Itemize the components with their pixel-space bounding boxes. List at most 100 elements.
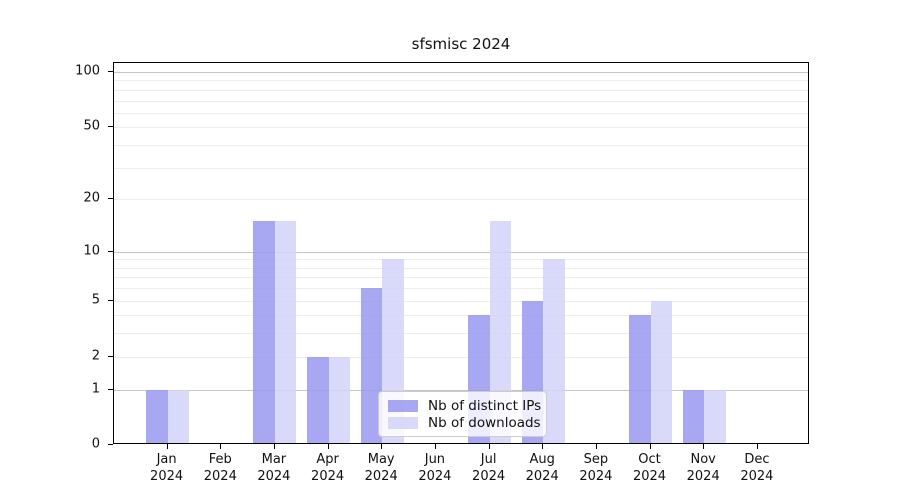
gridline-major — [114, 251, 808, 253]
y-tick — [108, 388, 113, 390]
x-tick-label-month: Jan — [156, 452, 177, 467]
y-tick — [108, 71, 113, 72]
x-tick-label-year: 2024 — [686, 469, 720, 484]
bar-distinct-ips-jan — [146, 389, 168, 443]
bar-downloads-aug — [543, 259, 565, 443]
plot-area: Nb of distinct IPs Nb of downloads — [113, 62, 809, 444]
x-tick — [488, 444, 490, 449]
x-tick-label-month: Dec — [744, 452, 770, 467]
x-tick-label: Jan 2024 — [140, 451, 194, 485]
legend-item-downloads: Nb of downloads — [388, 414, 541, 431]
legend-label-downloads: Nb of downloads — [428, 414, 541, 431]
x-tick-label-year: 2024 — [472, 469, 506, 484]
gridline-major — [114, 72, 808, 73]
gridline-minor — [114, 300, 808, 302]
y-tick-label: 50 — [83, 118, 100, 134]
x-tick-label-month: Nov — [690, 452, 716, 467]
x-tick-label: Jun 2024 — [408, 451, 462, 485]
x-tick-label: Apr 2024 — [301, 451, 355, 485]
legend-swatch-distinct-ips — [388, 399, 418, 412]
y-tick — [108, 299, 113, 301]
x-tick-label-month: Feb — [208, 452, 232, 467]
x-tick-label-month: Jun — [424, 452, 446, 467]
y-tick — [108, 444, 113, 445]
gridline-minor — [114, 100, 808, 102]
x-tick-label: Sep 2024 — [569, 451, 623, 485]
x-tick-label-month: Jul — [480, 452, 497, 467]
x-tick-label-year: 2024 — [203, 469, 237, 484]
x-tick — [166, 444, 168, 449]
y-tick — [108, 198, 113, 200]
gridline-minor — [114, 80, 808, 82]
gridline-minor — [114, 112, 808, 114]
x-tick — [595, 444, 597, 449]
x-tick-label-year: 2024 — [364, 469, 398, 484]
bar-distinct-ips-may — [360, 288, 383, 443]
gridline-minor — [114, 356, 808, 358]
x-tick-label-year: 2024 — [525, 469, 559, 484]
x-tick — [327, 444, 329, 449]
x-tick-label-year: 2024 — [418, 469, 452, 484]
y-tick — [108, 250, 113, 252]
bar-distinct-ips-oct — [629, 315, 651, 443]
x-tick — [273, 444, 275, 449]
x-tick-label-month: Sep — [583, 452, 609, 467]
x-tick-label-month: Oct — [638, 452, 661, 467]
gridline-minor — [114, 259, 808, 261]
gridline-major — [114, 389, 808, 391]
x-tick-label-year: 2024 — [311, 469, 345, 484]
x-tick-label-month: Apr — [316, 452, 339, 467]
x-tick — [434, 444, 436, 449]
x-tick-label-year: 2024 — [579, 469, 613, 484]
x-tick — [756, 444, 758, 449]
bar-downloads-jan — [167, 389, 190, 443]
bar-distinct-ips-nov — [682, 389, 705, 443]
bar-downloads-apr — [328, 356, 351, 443]
x-tick-label-year: 2024 — [740, 469, 774, 484]
x-tick-label: Dec 2024 — [730, 451, 784, 485]
bar-downloads-jul — [489, 221, 512, 443]
x-tick — [220, 444, 222, 449]
chart-title: sfsmisc 2024 — [411, 35, 511, 53]
gridline-minor — [114, 127, 808, 129]
legend: Nb of distinct IPs Nb of downloads — [378, 391, 547, 437]
x-tick-label: Oct 2024 — [623, 451, 677, 485]
x-tick-label: Jul 2024 — [462, 451, 516, 485]
gridline-minor — [114, 288, 808, 290]
x-tick-label: May 2024 — [354, 451, 408, 485]
gridline-minor — [114, 333, 808, 335]
y-tick-label: 2 — [91, 348, 100, 364]
legend-label-distinct-ips: Nb of distinct IPs — [428, 397, 542, 414]
gridline-minor — [114, 277, 808, 279]
gridline-minor — [114, 267, 808, 269]
y-tick-label: 100 — [75, 63, 100, 79]
x-tick-label-year: 2024 — [632, 469, 667, 484]
x-tick — [381, 444, 383, 449]
x-tick-label-month: May — [367, 452, 395, 467]
gridline-minor — [114, 89, 808, 91]
gridlines-layer — [114, 63, 808, 443]
x-tick-label-month: Aug — [529, 452, 555, 467]
gridline-minor — [114, 145, 808, 146]
bar-downloads-oct — [650, 300, 672, 443]
x-tick-label: Feb 2024 — [193, 451, 247, 485]
gridline-minor — [114, 167, 808, 169]
y-tick-label: 20 — [83, 190, 100, 206]
x-tick — [542, 444, 544, 449]
bar-downloads-nov — [704, 389, 726, 443]
bar-distinct-ips-mar — [253, 221, 275, 443]
bar-distinct-ips-apr — [307, 356, 329, 443]
x-tick — [649, 444, 651, 449]
bar-downloads-mar — [274, 221, 297, 443]
x-tick-label: Nov 2024 — [676, 451, 730, 485]
gridline-minor — [114, 199, 808, 201]
y-tick — [108, 355, 113, 357]
legend-item-distinct-ips: Nb of distinct IPs — [388, 397, 541, 414]
x-tick-label: Aug 2024 — [515, 451, 569, 485]
y-tick-label: 5 — [91, 292, 100, 308]
x-tick-label-year: 2024 — [257, 469, 291, 484]
y-tick-label: 0 — [91, 436, 100, 452]
x-tick-label-month: Mar — [261, 452, 287, 467]
gridline-minor — [114, 315, 808, 317]
